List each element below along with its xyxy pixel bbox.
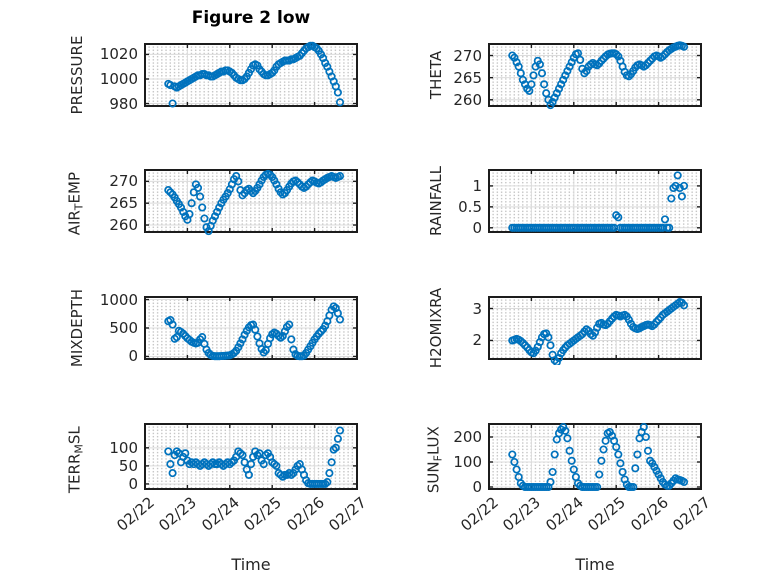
y-tick-label: 100	[109, 438, 138, 457]
plot-border	[488, 43, 702, 107]
y-axis-label-text: PRESSURE	[68, 35, 86, 115]
rainfall-scatter-series	[508, 171, 689, 232]
x-axis-title: Time	[231, 555, 271, 574]
pressure-scatter-series	[164, 41, 345, 108]
y-tick-label: 0.5	[458, 197, 482, 216]
y-axis-label-text: LUX	[424, 425, 443, 455]
air-temp-scatter-series	[164, 169, 345, 236]
y-axis-label: TERRMSL	[64, 359, 89, 559]
y-axis-label: SUNFLUX	[423, 359, 448, 559]
y-tick-label: 500	[109, 319, 138, 337]
y-axis-label-text: SL	[65, 425, 84, 444]
x-axis-title: Time	[575, 555, 615, 574]
plot-area	[489, 424, 701, 489]
y-tick-label: 260	[109, 216, 138, 234]
rainfall-plot	[488, 169, 702, 233]
y-tick-label: 1020	[99, 45, 138, 64]
y-tick-label: 270	[109, 172, 138, 191]
y-tick-label: 0	[128, 347, 138, 366]
theta-scatter-series	[508, 41, 689, 110]
plot-area	[489, 297, 701, 359]
sun-flux-scatter-series	[508, 422, 689, 492]
plot-border	[488, 296, 702, 360]
y-axis-label-text: SUN	[424, 460, 443, 493]
y-tick-label: 265	[453, 68, 482, 87]
air-temp-plot	[144, 169, 358, 236]
y-tick-label: 200	[453, 428, 482, 446]
theta-plot	[488, 41, 702, 110]
mixdepth-scatter-series	[164, 302, 345, 361]
y-axis-label-subscript: T	[72, 203, 86, 211]
y-axis-label-text: RAINFALL	[427, 166, 445, 236]
plot-border	[144, 169, 358, 233]
y-tick-label: 1000	[99, 290, 138, 309]
y-tick-label: 50	[118, 456, 138, 475]
y-tick-label: 270	[453, 46, 482, 65]
y-tick-label: 260	[453, 90, 482, 109]
terr-msl-plot	[144, 423, 358, 490]
y-axis-label-text: MIXDEPTH	[68, 288, 86, 368]
pressure-plot	[144, 41, 358, 108]
figure-title: Figure 2 low	[191, 8, 311, 28]
y-tick-label: 265	[109, 194, 138, 213]
plot-border	[144, 423, 358, 490]
y-tick-label: 0	[472, 218, 482, 237]
terr-msl-scatter-series	[164, 426, 345, 488]
h2omixra-plot	[488, 296, 702, 365]
y-axis-label-text: EMP	[65, 171, 84, 204]
y-tick-label: 3	[472, 299, 482, 318]
h2omixra-scatter-series	[508, 298, 689, 365]
plot-border	[488, 169, 702, 233]
y-tick-label: 2	[472, 331, 482, 350]
plot-border	[144, 296, 358, 360]
y-axis-label-text: THETA	[427, 50, 445, 100]
plot-border	[144, 43, 358, 107]
y-tick-label: 100	[453, 453, 482, 471]
y-tick-label: 0	[472, 478, 482, 496]
y-tick-label: 980	[109, 94, 138, 113]
y-tick-label: 1000	[99, 69, 138, 88]
sun-flux-plot	[488, 422, 702, 492]
y-axis-label-text: TERR	[65, 453, 84, 493]
mixdepth-plot	[144, 296, 358, 361]
y-axis-label-text: H2OMIXRA	[427, 287, 445, 369]
y-tick-label: 1	[472, 176, 482, 195]
plot-area	[489, 170, 701, 232]
y-tick-label: 0	[128, 474, 138, 493]
y-axis-label-subscript: F	[431, 454, 445, 461]
y-axis-label-subscript: M	[72, 443, 86, 454]
